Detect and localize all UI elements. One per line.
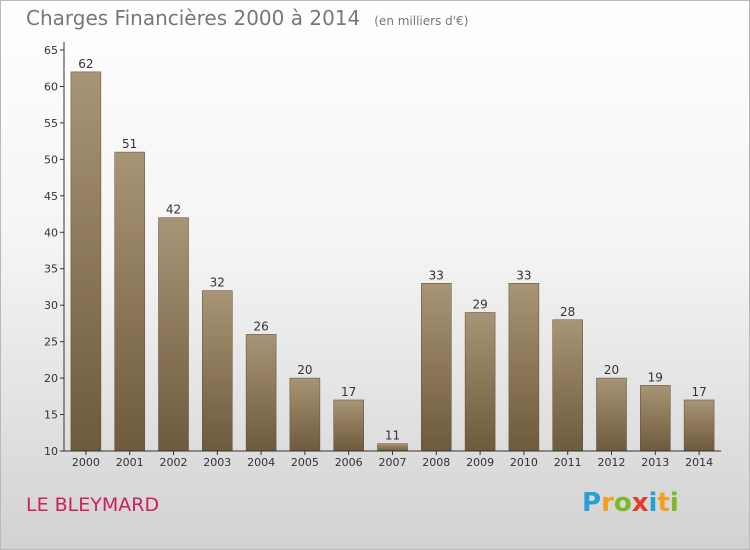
- data-label-2004: 26: [253, 319, 268, 333]
- x-tick-label-2014: 2014: [685, 456, 713, 469]
- logo-letter: x: [631, 488, 649, 518]
- title-row: Charges Financières 2000 à 2014 (en milli…: [26, 6, 468, 30]
- bar-2009: [464, 312, 496, 452]
- bar-2000: [70, 71, 102, 452]
- y-tick-label: 25: [44, 336, 58, 349]
- x-tick-label-2005: 2005: [291, 456, 319, 469]
- data-label-2003: 32: [210, 276, 225, 290]
- x-tick-label-2007: 2007: [379, 456, 407, 469]
- logo-letter: o: [613, 488, 632, 518]
- data-label-2010: 33: [516, 268, 531, 282]
- y-tick-label: 30: [44, 299, 58, 312]
- y-tick-label: 50: [44, 153, 58, 166]
- bar-2002: [158, 217, 189, 452]
- x-tick-label-2000: 2000: [72, 456, 100, 469]
- bar-2007: [377, 443, 408, 452]
- proxiti-logo[interactable]: Proxiti: [582, 488, 679, 518]
- x-tick-label-2013: 2013: [641, 456, 669, 469]
- logo-letter: t: [657, 488, 670, 518]
- y-tick-label: 45: [44, 190, 58, 203]
- chart-subtitle: (en milliers d'€): [374, 14, 469, 28]
- x-tick-label-2011: 2011: [554, 456, 582, 469]
- commune-name: LE BLEYMARD: [26, 494, 160, 516]
- bar-2005: [289, 377, 321, 452]
- bar-2001: [114, 151, 145, 452]
- bar-2012: [596, 377, 627, 452]
- logo-letter: i: [669, 488, 679, 518]
- y-tick-label: 55: [44, 117, 58, 130]
- data-label-2008: 33: [429, 268, 444, 282]
- y-tick-label: 20: [44, 372, 58, 385]
- bar-2003: [202, 290, 233, 452]
- data-label-2009: 29: [472, 297, 487, 311]
- logo-letter: P: [582, 488, 602, 518]
- x-tick-label-2010: 2010: [510, 456, 538, 469]
- logo-letter: i: [648, 488, 658, 518]
- y-tick-label: 40: [44, 226, 58, 239]
- data-label-2007: 11: [385, 429, 400, 443]
- data-label-2012: 20: [604, 363, 619, 377]
- x-tick-label-2006: 2006: [335, 456, 363, 469]
- y-tick-label: 60: [44, 80, 58, 93]
- chart-title: Charges Financières 2000 à 2014: [26, 6, 361, 30]
- bar-2014: [683, 399, 715, 452]
- data-label-2013: 19: [648, 370, 663, 384]
- data-label-2000: 62: [78, 57, 93, 71]
- logo-letter: r: [601, 488, 614, 518]
- bar-2011: [552, 319, 583, 452]
- y-tick-label: 65: [44, 44, 58, 57]
- bar-2006: [333, 399, 364, 452]
- y-tick-label: 10: [44, 445, 58, 458]
- data-label-2001: 51: [122, 137, 137, 151]
- x-tick-label-2004: 2004: [247, 456, 275, 469]
- data-label-2011: 28: [560, 305, 575, 319]
- bar-2013: [640, 385, 671, 452]
- y-tick-label: 35: [44, 263, 58, 276]
- x-tick-label-2009: 2009: [466, 456, 494, 469]
- data-label-2014: 17: [691, 385, 706, 399]
- x-tick-label-2012: 2012: [598, 456, 626, 469]
- data-label-2002: 42: [166, 203, 181, 217]
- data-label-2005: 20: [297, 363, 312, 377]
- y-tick-label: 15: [44, 409, 58, 422]
- x-tick-label-2003: 2003: [203, 456, 231, 469]
- bar-2004: [245, 334, 277, 452]
- x-tick-label-2008: 2008: [422, 456, 450, 469]
- x-tick-label-2001: 2001: [116, 456, 144, 469]
- bar-2008: [421, 283, 452, 452]
- x-tick-label-2002: 2002: [160, 456, 188, 469]
- bar-2010: [508, 283, 540, 452]
- data-label-2006: 17: [341, 385, 356, 399]
